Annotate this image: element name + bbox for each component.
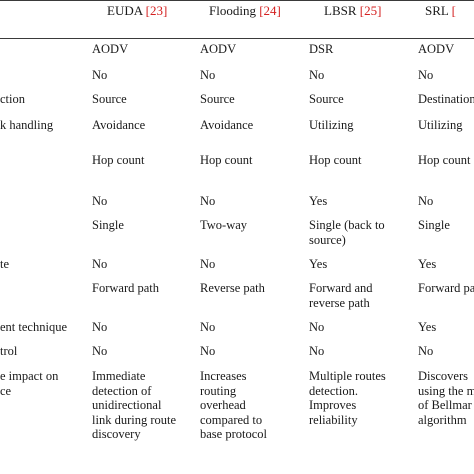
cell-srl: No	[418, 344, 434, 358]
cell-flooding: Avoidance	[200, 118, 254, 132]
cell-srl: AODV	[418, 42, 455, 56]
header-bottom-rule	[0, 38, 474, 39]
cell-euda: AODV	[92, 42, 129, 56]
header-flooding: Flooding [24]	[209, 3, 281, 18]
cell-euda: No	[92, 194, 108, 208]
cell-lbsr: Source	[309, 92, 344, 106]
row-label: te	[0, 257, 10, 271]
table-top-rule	[0, 0, 474, 1]
cell-flooding: AODV	[200, 42, 237, 56]
cell-euda: No	[92, 68, 108, 82]
cell-srl: Discovers using the m of Bellmar algorit…	[418, 369, 474, 427]
header-srl-ref: [	[451, 3, 456, 18]
cell-flooding: Two-way	[200, 218, 248, 232]
cell-flooding: Increases routing overhead compared to b…	[200, 369, 267, 441]
cell-lbsr: Single (back to source)	[309, 218, 385, 247]
cell-lbsr: No	[309, 320, 325, 334]
cell-flooding: No	[200, 320, 216, 334]
cell-euda: Single	[92, 218, 124, 232]
cell-lbsr: Forward and reverse path	[309, 281, 373, 310]
cell-lbsr: Hop count	[309, 153, 362, 167]
cell-euda: Avoidance	[92, 118, 146, 132]
cell-flooding: Source	[200, 92, 235, 106]
cell-euda: No	[92, 320, 108, 334]
header-euda: EUDA [23]	[107, 3, 167, 18]
cell-euda: No	[92, 344, 108, 358]
row-label: e impact on ce	[0, 369, 59, 398]
cell-lbsr: Yes	[309, 194, 328, 208]
cell-srl: Single	[418, 218, 450, 232]
header-flooding-name: Flooding	[209, 3, 256, 18]
cell-lbsr: DSR	[309, 42, 334, 56]
cell-euda: Immediate detection of unidirectional li…	[92, 369, 177, 441]
cell-flooding: No	[200, 344, 216, 358]
row-label: ent technique	[0, 320, 67, 334]
row-label: k handling	[0, 118, 54, 132]
cell-flooding: No	[200, 257, 216, 271]
cell-srl: No	[418, 194, 434, 208]
header-lbsr: LBSR [25]	[324, 3, 381, 18]
cell-srl: Forward pa	[418, 281, 474, 295]
header-euda-name: EUDA	[107, 3, 143, 18]
cell-euda: Forward path	[92, 281, 159, 295]
cell-flooding: Hop count	[200, 153, 253, 167]
header-flooding-ref: [24]	[259, 3, 281, 18]
cell-lbsr: Utilizing	[309, 118, 354, 132]
cell-srl: Yes	[418, 257, 437, 271]
cell-lbsr: Multiple routes detection. Improves reli…	[309, 369, 386, 427]
cell-srl: No	[418, 68, 434, 82]
cell-lbsr: Yes	[309, 257, 328, 271]
cell-srl: Yes	[418, 320, 437, 334]
cell-srl: Hop count	[418, 153, 471, 167]
cell-lbsr: No	[309, 68, 325, 82]
cell-lbsr: No	[309, 344, 325, 358]
row-label: ction	[0, 92, 25, 106]
cell-flooding: No	[200, 68, 216, 82]
row-label: trol	[0, 344, 18, 358]
cell-flooding: Reverse path	[200, 281, 265, 295]
header-srl: SRL [	[425, 3, 456, 18]
header-lbsr-ref: [25]	[359, 3, 382, 18]
cell-srl: Destination	[418, 92, 474, 106]
header-lbsr-name: LBSR	[324, 3, 357, 18]
cell-euda: No	[92, 257, 108, 271]
header-euda-ref: [23]	[145, 3, 168, 18]
cell-flooding: No	[200, 194, 216, 208]
cell-euda: Hop count	[92, 153, 145, 167]
header-srl-name: SRL	[425, 3, 449, 18]
cell-srl: Utilizing	[418, 118, 463, 132]
cell-euda: Source	[92, 92, 127, 106]
